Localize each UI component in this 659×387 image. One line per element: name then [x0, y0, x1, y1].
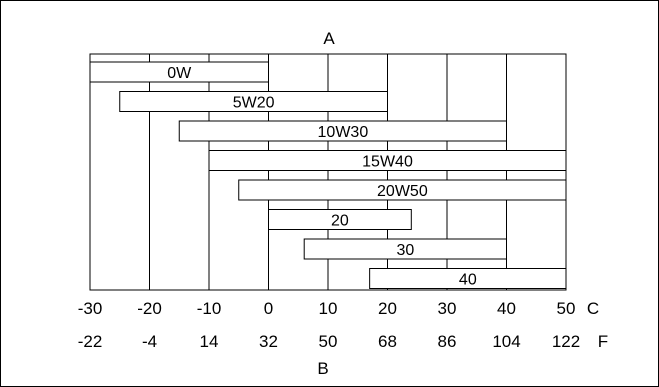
fahrenheit-tick-label: 104: [492, 332, 520, 351]
x-axis-label: B: [317, 359, 328, 378]
celsius-tick-label: 50: [557, 299, 576, 318]
viscosity-bar-label: 40: [459, 272, 477, 289]
viscosity-bar: [89, 61, 269, 83]
viscosity-bar: [238, 179, 567, 201]
viscosity-bar-label: 30: [396, 242, 414, 259]
viscosity-bar-label: 15W40: [362, 154, 413, 171]
viscosity-bar: [208, 150, 567, 171]
celsius-tick-label: -30: [78, 299, 103, 318]
viscosity-bar: [268, 209, 412, 230]
viscosity-bar: [303, 238, 508, 260]
celsius-tick-label: 0: [264, 299, 273, 318]
celsius-tick-label: -10: [197, 299, 222, 318]
fahrenheit-unit-label: F: [598, 332, 608, 351]
viscosity-bar-label: 5W20: [233, 95, 275, 112]
fahrenheit-tick-label: -4: [142, 332, 157, 351]
celsius-tick-label: 40: [497, 299, 516, 318]
celsius-tick-label: 10: [319, 299, 338, 318]
celsius-unit-label: C: [587, 299, 599, 318]
viscosity-bar-label: 0W: [167, 65, 192, 82]
viscosity-bar-label: 10W30: [318, 124, 369, 141]
fahrenheit-tick-label: 32: [259, 332, 278, 351]
chart-title: A: [323, 29, 335, 48]
celsius-tick-label: -20: [137, 299, 162, 318]
fahrenheit-tick-label: 50: [319, 332, 338, 351]
viscosity-bar-label: 20: [331, 213, 349, 230]
viscosity-bar: [369, 268, 567, 289]
fahrenheit-tick-label: 86: [438, 332, 457, 351]
fahrenheit-tick-label: 68: [378, 332, 397, 351]
viscosity-bar: [178, 120, 507, 142]
fahrenheit-tick-label: 14: [200, 332, 219, 351]
viscosity-bar-label: 20W50: [377, 183, 428, 200]
viscosity-bar: [119, 91, 388, 112]
fahrenheit-tick-label: -22: [78, 332, 103, 351]
fahrenheit-tick-label: 122: [552, 332, 580, 351]
celsius-tick-label: 20: [378, 299, 397, 318]
celsius-tick-label: 30: [438, 299, 457, 318]
